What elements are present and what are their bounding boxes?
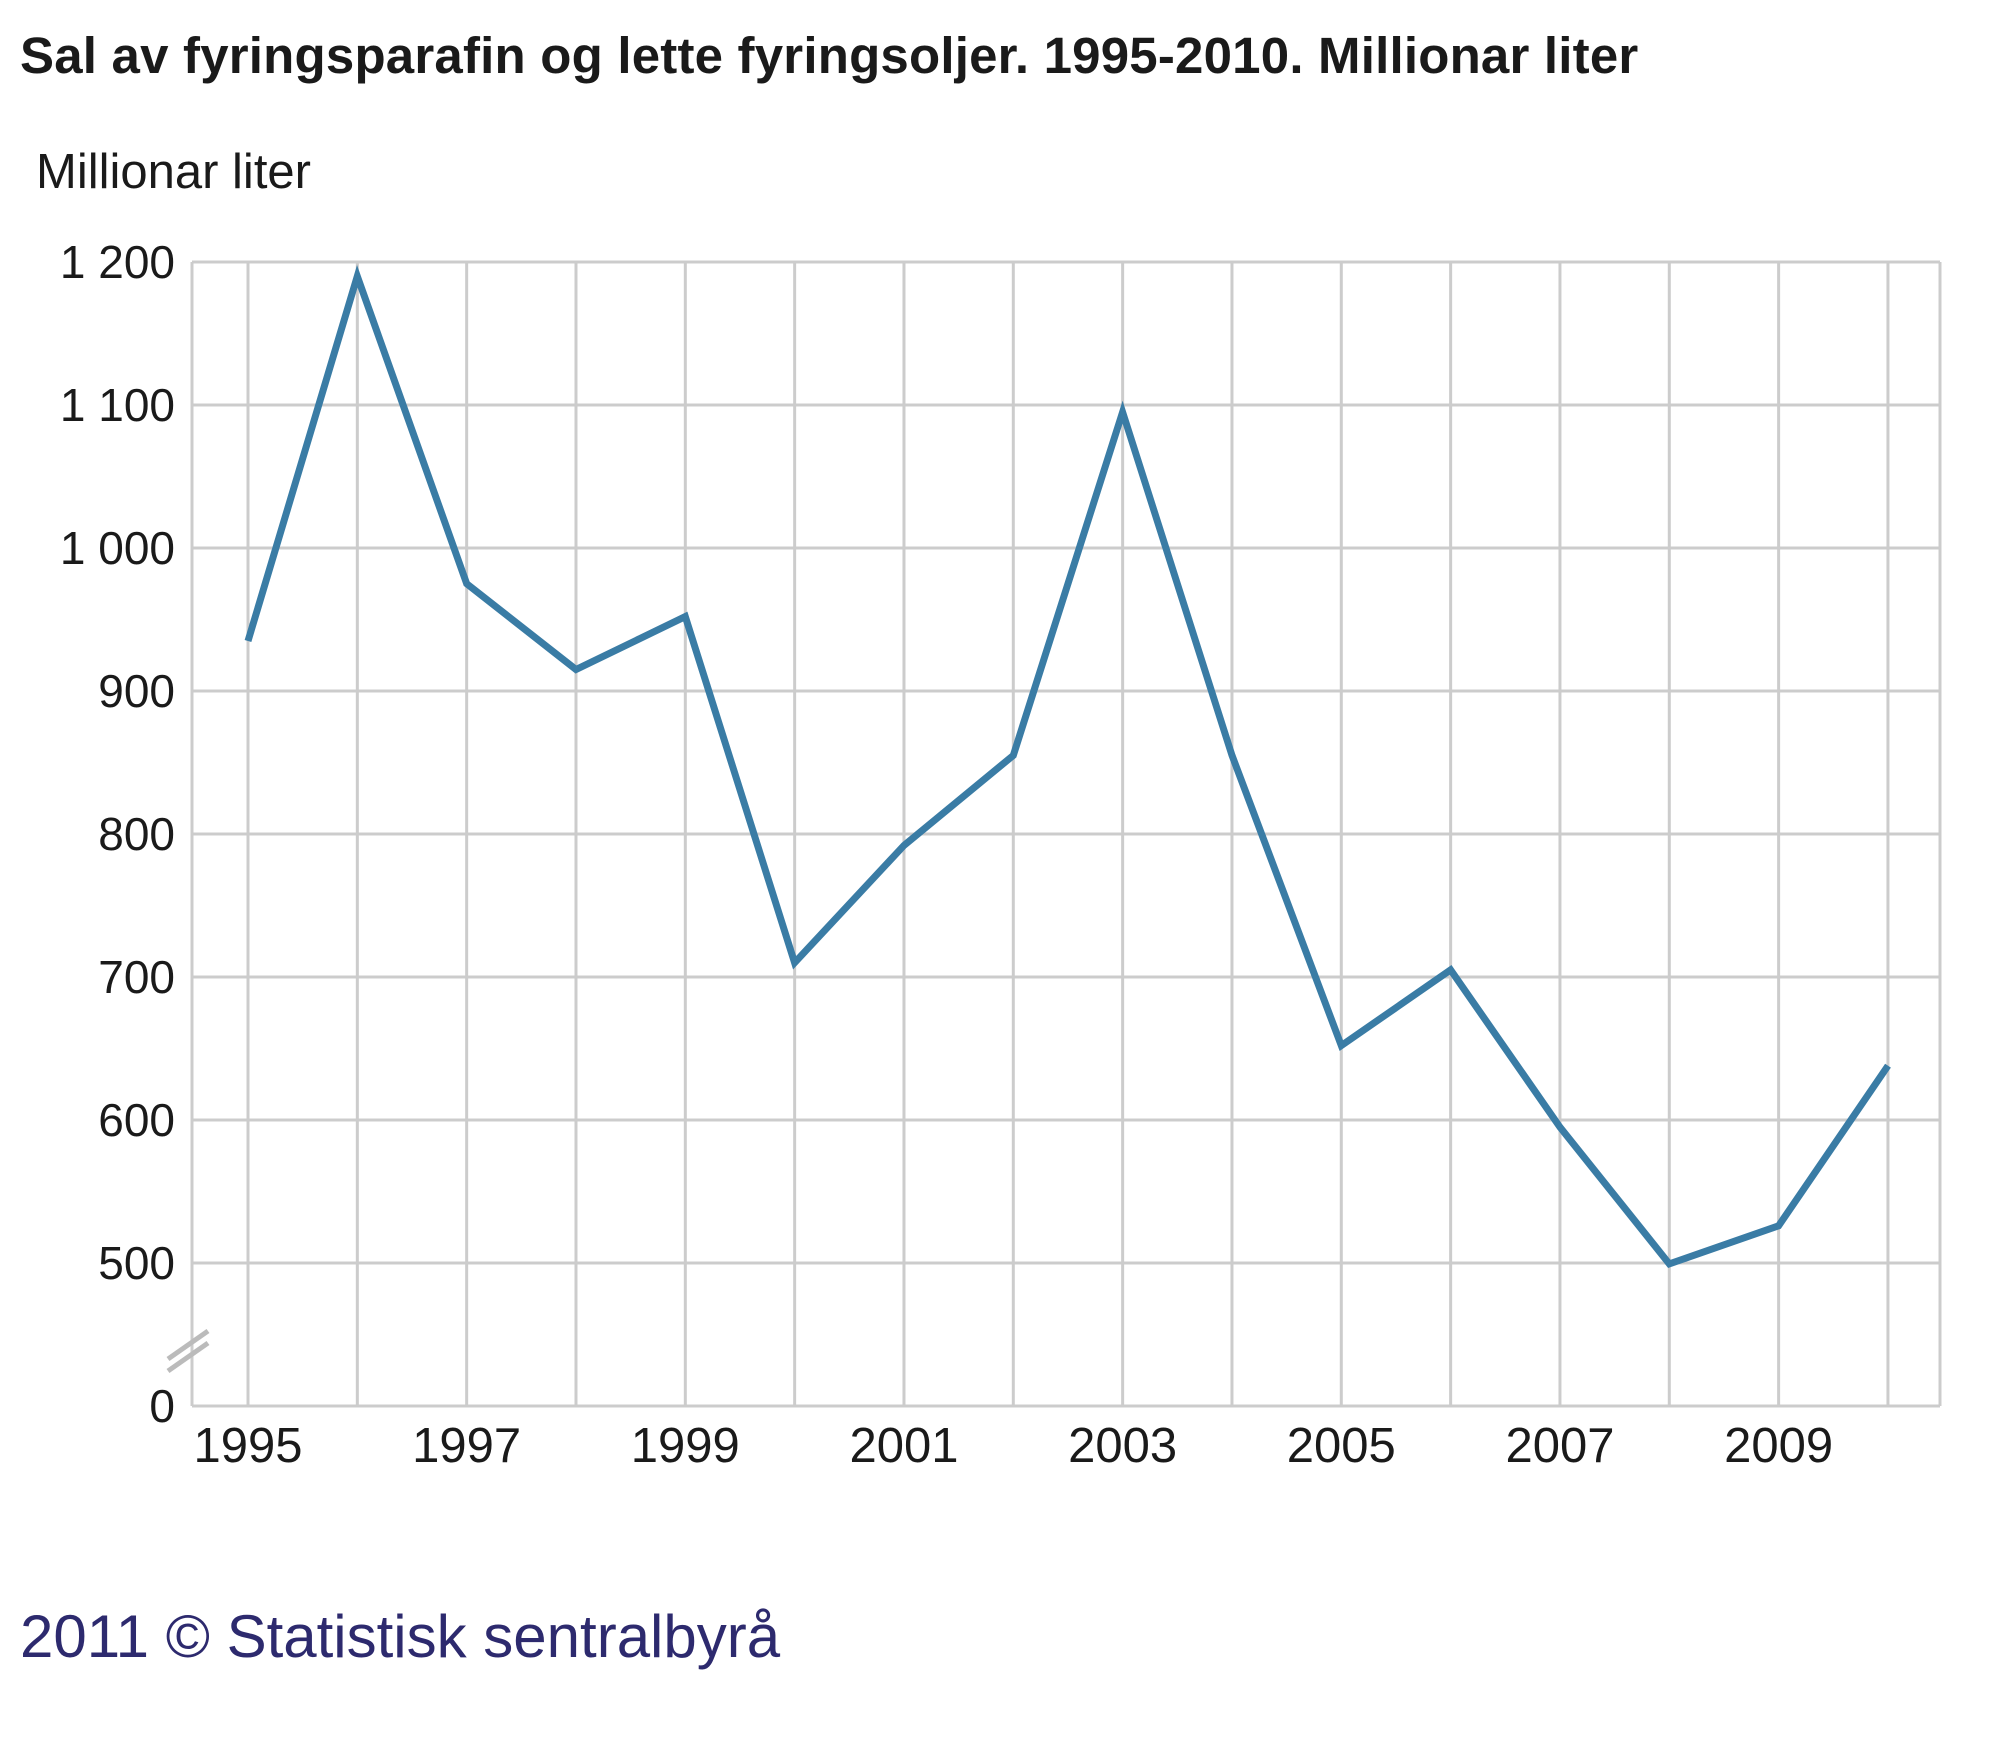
y-tick-label: 1 000 [60,522,175,574]
copyright-credit: 2011 © Statistisk sentralbyrå [20,1603,781,1670]
axes [166,262,210,1406]
x-tick-label: 2001 [849,1419,958,1473]
y-axis-title: Millionar liter [36,145,311,199]
x-tick-label: 2007 [1505,1419,1614,1473]
y-tick-label: 1 100 [60,379,175,431]
axis-labels: Millionar liter 0 500 600 700 800 900 1 000 1 1… [36,145,1833,1473]
y-tick-label: 500 [98,1237,175,1289]
x-tick-label: 1995 [193,1419,302,1473]
chart-title: Sal av fyringsparafin og lette fyringsol… [20,27,1639,84]
y-tick-label: 1 200 [60,236,175,288]
series-layer [244,265,1891,1269]
y-tick-label: 0 [149,1380,175,1432]
y-tick-label: 700 [98,951,175,1003]
y-tick-label: 800 [98,808,175,860]
y-tick-label: 900 [98,665,175,717]
x-tick-label: 2005 [1287,1419,1396,1473]
axis-break-mark [166,1328,210,1362]
series-line [244,265,1891,1269]
x-tick-label: 2009 [1724,1419,1833,1473]
x-tick-label: 2003 [1068,1419,1177,1473]
y-tick-label: 600 [98,1094,175,1146]
axis-break-mark [166,1340,210,1374]
x-tick-label: 1999 [631,1419,740,1473]
x-tick-label: 1997 [412,1419,521,1473]
grid-lines [192,260,1942,1408]
